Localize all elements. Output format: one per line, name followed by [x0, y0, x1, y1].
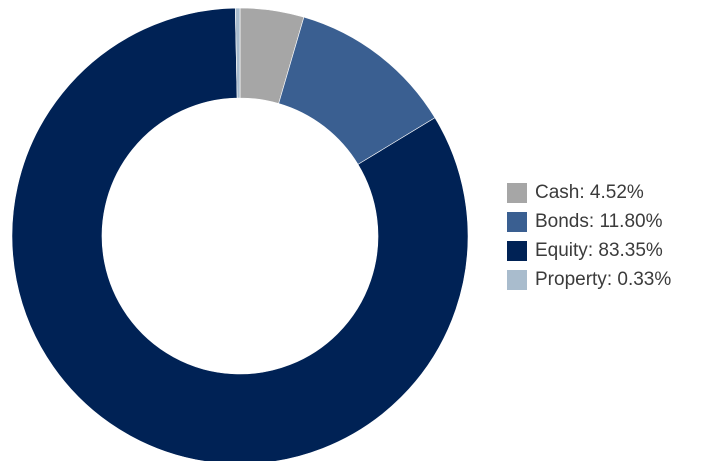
donut-chart: [11, 7, 469, 461]
legend-label-equity: Equity: 83.35%: [535, 239, 663, 261]
donut-slice-property: [234, 7, 241, 99]
legend-swatch-equity: [507, 240, 527, 261]
legend-label-bonds: Bonds: 11.80%: [535, 210, 663, 232]
legend-item-property: Property: 0.33%: [507, 265, 671, 294]
donut-slice-equity: [11, 7, 469, 461]
legend-label-property: Property: 0.33%: [535, 268, 672, 290]
legend-swatch-bonds: [507, 211, 527, 232]
legend-swatch-property: [507, 269, 527, 290]
legend-item-bonds: Bonds: 11.80%: [507, 207, 671, 236]
legend-item-equity: Equity: 83.35%: [507, 236, 671, 265]
legend-label-cash: Cash: 4.52%: [535, 181, 644, 203]
legend-item-cash: Cash: 4.52%: [507, 178, 671, 207]
chart-legend: Cash: 4.52% Bonds: 11.80% Equity: 83.35%…: [507, 178, 671, 294]
legend-swatch-cash: [507, 182, 527, 203]
